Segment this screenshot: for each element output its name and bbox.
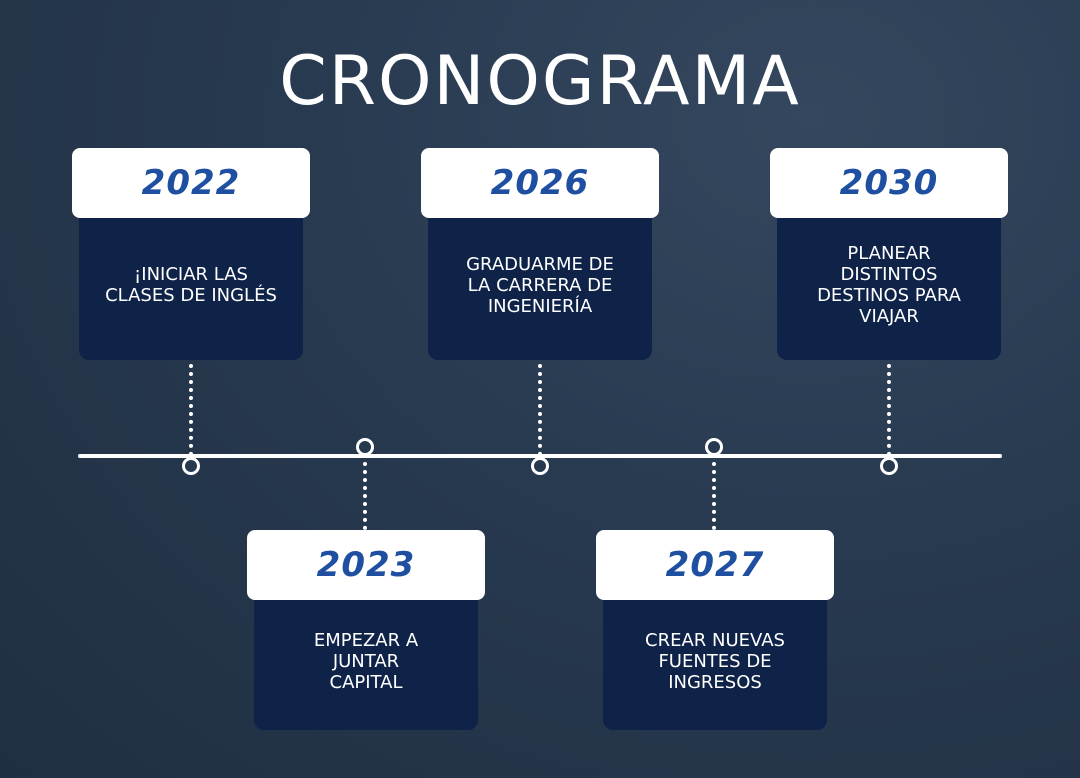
- milestone-description: CREAR NUEVAS FUENTES DE INGRESOS: [645, 629, 785, 693]
- timeline-node-2023: [356, 438, 374, 456]
- timeline-node-2022: [182, 457, 200, 475]
- description-box: ¡INICIAR LAS CLASES DE INGLÉS: [79, 210, 303, 360]
- milestone-description: EMPEZAR A JUNTAR CAPITAL: [313, 629, 419, 693]
- milestone-card-2030: 2030 PLANEAR DISTINTOS DESTINOS PARA VIA…: [770, 148, 1008, 360]
- year-box: 2030: [770, 148, 1008, 218]
- year-box: 2022: [72, 148, 310, 218]
- connector-2026: [538, 364, 542, 456]
- milestone-card-2027: 2027 CREAR NUEVAS FUENTES DE INGRESOS: [596, 530, 834, 730]
- milestone-year: 2026: [490, 163, 590, 203]
- milestone-card-2023: 2023 EMPEZAR A JUNTAR CAPITAL: [247, 530, 485, 730]
- page-title: CRONOGRAMA: [279, 42, 801, 121]
- milestone-year: 2022: [141, 163, 241, 203]
- connector-2030: [887, 364, 891, 456]
- milestone-description: ¡INICIAR LAS CLASES DE INGLÉS: [105, 264, 277, 306]
- milestone-year: 2027: [665, 545, 765, 585]
- description-box: CREAR NUEVAS FUENTES DE INGRESOS: [603, 592, 827, 730]
- year-box: 2026: [421, 148, 659, 218]
- year-box: 2027: [596, 530, 834, 600]
- timeline-node-2027: [705, 438, 723, 456]
- milestone-year: 2023: [316, 545, 416, 585]
- connector-2023: [363, 454, 367, 530]
- description-box: GRADUARME DE LA CARRERA DE INGENIERÍA: [428, 210, 652, 360]
- year-box: 2023: [247, 530, 485, 600]
- connector-2022: [189, 364, 193, 456]
- timeline-line: [78, 454, 1002, 458]
- milestone-card-2022: 2022 ¡INICIAR LAS CLASES DE INGLÉS: [72, 148, 310, 360]
- milestone-description: GRADUARME DE LA CARRERA DE INGENIERÍA: [466, 253, 614, 317]
- description-box: PLANEAR DISTINTOS DESTINOS PARA VIAJAR: [777, 210, 1001, 360]
- description-box: EMPEZAR A JUNTAR CAPITAL: [254, 592, 478, 730]
- milestone-year: 2030: [839, 163, 939, 203]
- timeline-node-2026: [531, 457, 549, 475]
- milestone-description: PLANEAR DISTINTOS DESTINOS PARA VIAJAR: [817, 243, 961, 327]
- milestone-card-2026: 2026 GRADUARME DE LA CARRERA DE INGENIER…: [421, 148, 659, 360]
- timeline-node-2030: [880, 457, 898, 475]
- connector-2027: [712, 454, 716, 530]
